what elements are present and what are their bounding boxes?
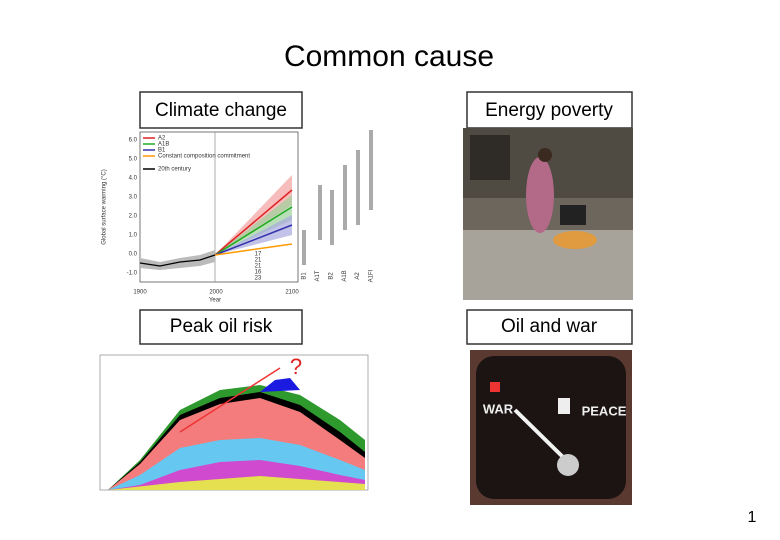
photo-person	[538, 148, 552, 162]
photo-door	[470, 135, 510, 180]
photo-pot	[560, 205, 586, 225]
area	[260, 378, 300, 392]
panel-label: Oil and war	[501, 316, 598, 337]
y-axis-label: Global surface warming (°C)	[102, 169, 108, 244]
count-label: 21	[255, 258, 262, 264]
x-tick-label: 1900	[133, 290, 147, 296]
gauge-right: PEACE	[582, 403, 627, 418]
needle-hub	[557, 454, 579, 476]
range-bar	[343, 165, 347, 230]
curve	[214, 189, 293, 256]
range-bar	[330, 190, 334, 245]
x-tick-label: 2100	[285, 290, 299, 296]
legend-label: A1B	[158, 142, 169, 148]
label-box	[139, 91, 303, 129]
y-tick-label: 3.0	[129, 195, 138, 201]
warning-light	[490, 382, 500, 392]
count-label: 21	[255, 264, 262, 270]
bar-label: A1B	[342, 270, 348, 281]
x-tick-label: 2000	[209, 290, 223, 296]
range-bar	[318, 185, 322, 240]
count-label: 16	[255, 270, 262, 276]
legend-label: B1	[158, 148, 166, 154]
y-tick-label: 2.0	[129, 214, 138, 220]
photo-floor	[463, 230, 633, 300]
range-bar	[302, 230, 306, 265]
spread	[215, 215, 292, 255]
energy-photo	[463, 128, 633, 300]
bar-label: B2	[328, 272, 334, 280]
panel-label: Climate change	[155, 100, 287, 121]
x-axis-label: Year	[209, 298, 221, 304]
legend-label: 20th century	[158, 167, 191, 173]
legend-label: A2	[158, 136, 166, 142]
needle	[513, 408, 570, 464]
count-label: 23	[255, 276, 262, 282]
photo-person	[526, 157, 554, 233]
y-tick-label: 6.0	[129, 138, 138, 144]
curve	[214, 224, 293, 256]
range-bar	[369, 130, 373, 210]
gauge-photo: WAR PEACE	[470, 350, 632, 505]
y-tick-label: 5.0	[129, 157, 138, 163]
bar-label: A2	[355, 272, 361, 280]
panel-label: Peak oil risk	[170, 316, 273, 337]
panel-label: Energy poverty	[485, 100, 613, 121]
climate-figure: 6.0 5.0 4.0 3.0 2.0 1.0 0.0 -1.0 1900 2000 2100 Glo…	[102, 130, 375, 304]
y-tick-label: 0.0	[129, 252, 138, 258]
range-bar	[356, 150, 360, 225]
label-box	[139, 309, 303, 345]
question-mark: ?	[290, 354, 302, 379]
y-tick-label: -1.0	[127, 271, 138, 277]
bar-label: A1FI	[369, 269, 375, 282]
gauge-face	[476, 356, 626, 499]
curve	[214, 206, 293, 256]
gauge-left: WAR	[483, 401, 514, 416]
bar-label: A1T	[315, 270, 321, 281]
area	[108, 476, 365, 490]
label-box	[466, 91, 633, 129]
label-box	[466, 309, 633, 345]
y-tick-label: 4.0	[129, 176, 138, 182]
count-label: 17	[255, 252, 262, 258]
spread	[215, 195, 292, 255]
trend-line	[179, 367, 281, 433]
bar-label: B1	[302, 272, 308, 280]
spread	[215, 175, 292, 255]
photo-fire	[553, 231, 597, 249]
peak-oil-figure: ?	[99, 354, 369, 491]
slide-title: Common cause	[284, 40, 494, 73]
spread	[140, 250, 215, 270]
page-number: 1	[748, 509, 757, 526]
curve	[214, 243, 293, 256]
fuel-icon	[558, 398, 570, 414]
y-tick-label: 1.0	[129, 233, 138, 239]
curve	[139, 254, 216, 267]
legend-label: Constant composition commitment	[158, 154, 250, 160]
